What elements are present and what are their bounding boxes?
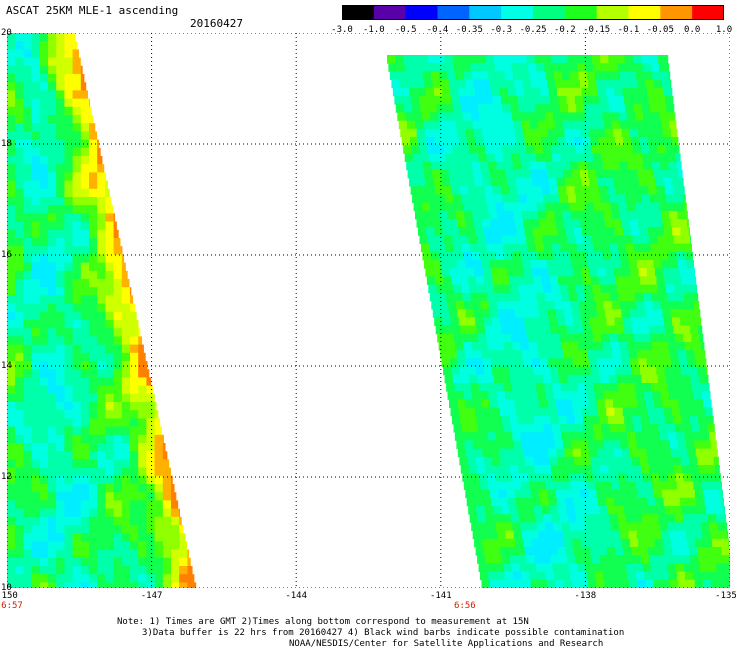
colorbar-tick-label: 0.0 — [684, 25, 701, 35]
colorbar-segment — [373, 5, 407, 20]
colorbar-frame — [342, 5, 724, 20]
colorbar-segment — [342, 5, 375, 20]
colorbar-tick-label: -0.5 — [394, 25, 417, 35]
colorbar-tick-label: -0.4 — [426, 25, 449, 35]
pass-time-label: 6:56 — [454, 601, 476, 611]
colorbar-tick-label: -3.0 — [331, 25, 353, 35]
colorbar-tick-label: -0.25 — [519, 25, 547, 35]
colorbar-segment — [596, 5, 630, 20]
latitude-label: 18 — [1, 139, 12, 149]
colorbar-segment — [660, 5, 693, 20]
latitude-label: 10 — [1, 583, 12, 593]
product-date: 20160427 — [190, 17, 243, 30]
colorbar-segment — [533, 5, 566, 20]
colorbar-segment — [501, 5, 534, 20]
footnote-line-1: Note: 1) Times are GMT 2)Times along bot… — [117, 617, 529, 627]
latitude-label: 20 — [1, 28, 12, 38]
colorbar-tick-label: -0.3 — [490, 25, 512, 35]
longitude-label: -141 — [429, 591, 452, 601]
footnote-line-2: 3)Data buffer is 22 hrs from 20160427 4)… — [142, 628, 625, 638]
product-title: ASCAT 25KM MLE-1 ascending — [6, 4, 179, 17]
colorbar-tick-label: -0.1 — [617, 25, 640, 35]
swath-right — [387, 55, 730, 588]
footnote-credit: NOAA/NESDIS/Center for Satellite Applica… — [289, 639, 604, 649]
colorbar-tick-label: -0.15 — [583, 25, 611, 35]
colorbar-tick-label: -0.2 — [553, 25, 576, 35]
pass-time-label: 6:57 — [1, 601, 23, 611]
colorbar-segment — [405, 5, 439, 20]
colorbar-tick-label: -0.35 — [455, 25, 483, 35]
colorbar — [342, 5, 724, 20]
longitude-label: -135 — [715, 591, 737, 601]
colorbar-segment — [437, 5, 470, 20]
swath-map — [7, 33, 730, 588]
longitude-label: -138 — [574, 591, 597, 601]
longitude-label: -147 — [140, 591, 163, 601]
colorbar-segment — [628, 5, 661, 20]
colorbar-tick-label: 1.0 — [715, 25, 733, 35]
longitude-label: -150 — [0, 591, 18, 601]
longitude-label: -144 — [285, 591, 308, 601]
colorbar-segment — [692, 5, 724, 20]
colorbar-segment — [564, 5, 598, 20]
graticule — [7, 33, 730, 588]
latitude-label: 12 — [1, 472, 12, 482]
colorbar-tick-label: -0.05 — [646, 25, 674, 35]
colorbar-tick-label: -1.0 — [362, 25, 385, 35]
latitude-label: 16 — [1, 250, 12, 260]
swath-left — [7, 33, 197, 588]
colorbar-segment — [469, 5, 502, 20]
latitude-label: 14 — [1, 361, 12, 371]
